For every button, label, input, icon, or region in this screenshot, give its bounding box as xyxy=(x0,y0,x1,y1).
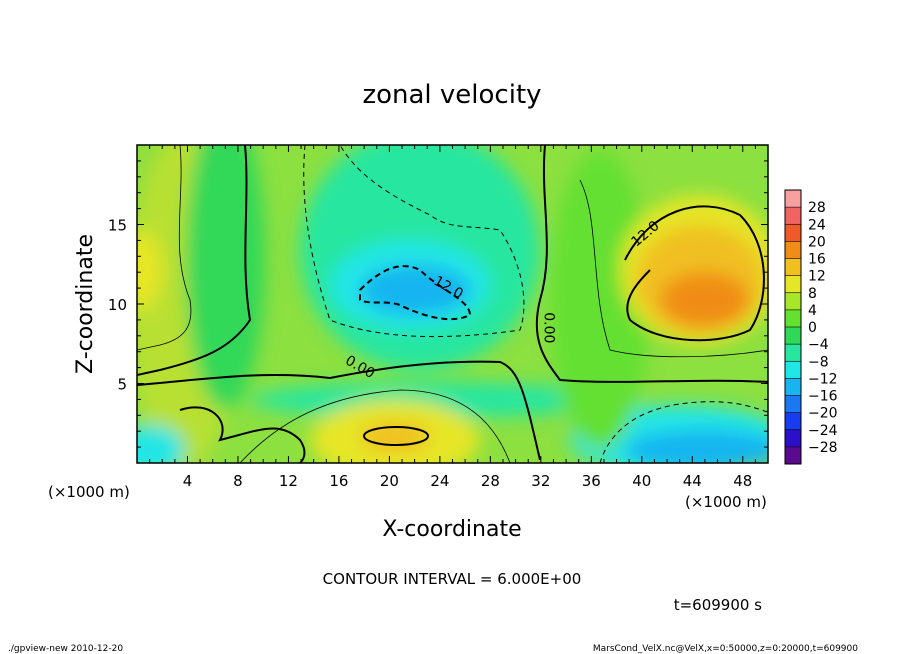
colorbar-label: −16 xyxy=(808,389,838,405)
x-axis-label: X-coordinate xyxy=(382,517,521,542)
colorbar-segment xyxy=(785,292,801,310)
y-axis-label: Z-coordinate xyxy=(73,234,98,374)
colorbar-segment xyxy=(785,429,801,447)
heatmap-field xyxy=(137,145,768,463)
colorbar-segment xyxy=(785,378,801,396)
colorbar-label: 8 xyxy=(808,286,817,302)
footer-left: ./gpview-new 2010-12-20 xyxy=(8,644,123,654)
colorbar-segment xyxy=(785,309,801,327)
contour-6-left xyxy=(137,145,192,351)
x-tick-label: 24 xyxy=(430,472,449,490)
colorbar-label: 12 xyxy=(808,269,826,285)
x-tick-label: 32 xyxy=(531,472,550,490)
colorbar-segment xyxy=(785,275,801,293)
colorbar-label: −8 xyxy=(808,354,829,370)
x-tick-label: 48 xyxy=(733,472,752,490)
contour-interval-note: CONTOUR INTERVAL = 6.000E+00 xyxy=(323,570,582,588)
colorbar-label: 4 xyxy=(808,303,817,319)
contour-zero-middle xyxy=(137,360,541,461)
colorbar-segment xyxy=(785,224,801,242)
y-axis: 5 10 15 xyxy=(108,160,768,448)
y-tick-label: 10 xyxy=(108,296,127,314)
x-tick-label: 28 xyxy=(481,472,500,490)
colorbar-label: −12 xyxy=(808,371,838,387)
x-tick-label: 12 xyxy=(279,472,298,490)
contour-12-bottom-middle xyxy=(363,426,429,446)
contour-zero-left xyxy=(137,145,252,376)
x-tick-label: 44 xyxy=(683,472,702,490)
x-tick-label: 16 xyxy=(329,472,348,490)
colorbar-segment xyxy=(785,190,801,208)
contour-zero-bottom xyxy=(179,406,306,463)
contour-minus12-core xyxy=(359,265,472,321)
colorbar-segment xyxy=(785,207,801,225)
x-axis-unit-left: (×1000 m) xyxy=(48,483,130,501)
colorbar-segment xyxy=(785,395,801,413)
contour-minus6-middle xyxy=(303,145,525,338)
x-axis: 4 8 12 16 20 24 28 32 36 40 44 48 xyxy=(149,145,756,490)
colorbar-label: 20 xyxy=(808,234,826,250)
colorbar-label: 0 xyxy=(808,320,817,336)
contour-lines xyxy=(137,145,768,463)
contour-label: 0.00 xyxy=(541,312,557,343)
colorbar-label: −20 xyxy=(808,406,838,422)
x-tick-label: 40 xyxy=(632,472,651,490)
contour-6-bottom xyxy=(239,389,511,463)
y-tick-label: 5 xyxy=(117,376,127,394)
colorbar-segment xyxy=(785,327,801,345)
colorbar-segment xyxy=(785,446,801,464)
colorbar-label: −28 xyxy=(808,440,838,456)
x-tick-label: 8 xyxy=(233,472,243,490)
contour-12-upper-right xyxy=(624,205,765,342)
colorbar-label: −24 xyxy=(808,423,838,439)
colorbar-segment xyxy=(785,361,801,379)
colorbar-label: 24 xyxy=(808,217,826,233)
chart-title: zonal velocity xyxy=(362,80,541,110)
time-label: t=609900 s xyxy=(674,596,762,614)
x-tick-label: 36 xyxy=(582,472,601,490)
contour-minus6-lower-right xyxy=(599,401,768,463)
colorbar-segment xyxy=(785,412,801,430)
x-axis-unit-right: (×1000 m) xyxy=(685,493,767,511)
y-tick-label: 15 xyxy=(108,217,127,235)
x-tick-label: 20 xyxy=(380,472,399,490)
colorbar-segment xyxy=(785,258,801,276)
x-tick-label: 4 xyxy=(183,472,193,490)
colorbar-segment xyxy=(785,241,801,259)
colorbar-label: −4 xyxy=(808,337,829,353)
colorbar-segment xyxy=(785,344,801,362)
colorbar-label: 28 xyxy=(808,200,826,216)
footer-right: MarsCond_VelX.nc@VelX,x=0:50000,z=0:2000… xyxy=(593,644,858,654)
contour-6-right xyxy=(579,179,768,358)
colorbar-label: 16 xyxy=(808,252,826,268)
contour-zero-right-vertical xyxy=(535,145,768,383)
